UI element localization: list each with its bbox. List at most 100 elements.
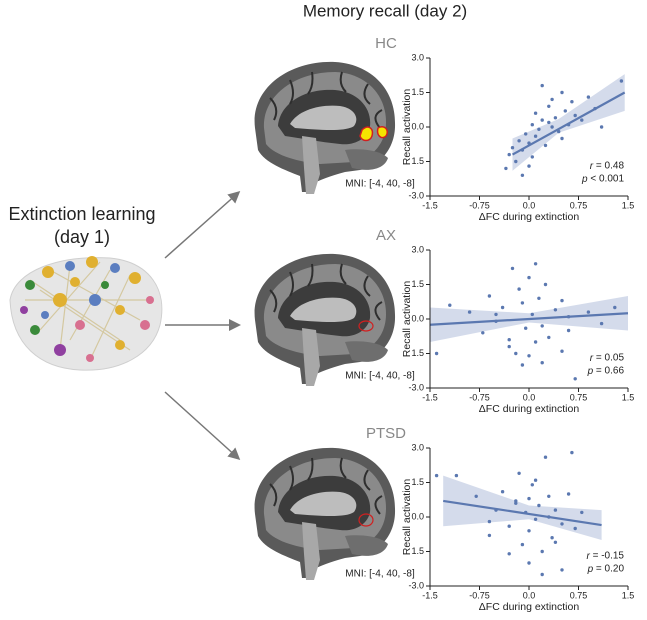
data-point <box>530 123 534 127</box>
data-point <box>550 536 554 540</box>
data-point <box>566 492 571 496</box>
data-point <box>553 116 558 120</box>
data-point <box>540 572 544 577</box>
x-axis-label: ΔFC during extinction <box>479 403 580 415</box>
data-point <box>599 321 604 326</box>
stat-annotation: r = -0.15 <box>586 551 624 562</box>
data-point <box>517 471 521 475</box>
x-axis-label: ΔFC during extinction <box>479 601 580 613</box>
data-point <box>613 305 617 310</box>
data-point <box>510 146 515 150</box>
data-point <box>530 483 534 487</box>
mni-label: MNI: [-4, 40, -8] <box>345 179 415 190</box>
fit-line <box>443 499 602 527</box>
data-point <box>527 561 531 565</box>
x-tick-label: -1.5 <box>422 200 438 210</box>
y-tick-label: 1.5 <box>411 477 424 487</box>
brain-image <box>253 446 397 581</box>
data-point <box>540 83 544 88</box>
stat-annotation: p = 0.20 <box>587 564 625 575</box>
data-point <box>553 540 558 544</box>
y-tick-label: 3.0 <box>411 52 424 62</box>
network-image <box>9 256 163 371</box>
data-point <box>580 118 584 122</box>
data-point <box>533 478 538 482</box>
y-tick-label: 3.0 <box>411 442 424 452</box>
data-point <box>563 109 567 113</box>
data-point <box>540 118 544 122</box>
y-tick-label: -3.0 <box>408 190 424 200</box>
data-point <box>507 338 511 342</box>
data-point <box>560 90 564 95</box>
data-point <box>540 549 544 554</box>
data-point <box>537 127 541 131</box>
data-point <box>570 450 574 455</box>
data-point <box>566 328 571 333</box>
x-tick-label: 0.75 <box>570 200 588 210</box>
y-axis-label: Recall activation <box>401 89 413 166</box>
page-title: Memory recall (day 2) <box>303 1 467 20</box>
x-tick-label: -1.5 <box>422 392 438 402</box>
x-tick-label: -0.75 <box>469 392 490 402</box>
data-point <box>573 377 577 381</box>
data-point <box>454 473 459 478</box>
data-point <box>599 125 604 129</box>
brain-image <box>253 252 397 387</box>
data-point <box>543 143 548 148</box>
data-point <box>507 524 511 528</box>
data-point <box>507 552 511 556</box>
data-point <box>573 113 577 118</box>
data-point <box>487 519 492 524</box>
y-tick-label: 1.5 <box>411 156 424 166</box>
data-point <box>500 305 505 310</box>
x-tick-label: 0.75 <box>570 590 588 600</box>
left-label: Extinction learning <box>8 204 155 224</box>
data-point <box>543 455 548 459</box>
arrows <box>164 191 241 461</box>
y-tick-label: 1.5 <box>411 348 424 358</box>
data-point <box>474 494 478 498</box>
stat-annotation: p = 0.66 <box>587 366 625 377</box>
data-point <box>553 508 558 512</box>
stat-annotation: r = 0.48 <box>590 161 625 172</box>
data-point <box>514 351 518 356</box>
data-point <box>570 100 574 104</box>
x-tick-label: -1.5 <box>422 590 438 600</box>
data-point <box>434 473 439 478</box>
data-point <box>510 266 515 271</box>
data-point <box>560 349 564 353</box>
data-point <box>540 361 544 365</box>
data-point <box>540 324 544 328</box>
y-tick-label: 0.0 <box>411 313 424 323</box>
y-tick-label: 0.0 <box>411 511 424 521</box>
y-tick-label: -3.0 <box>408 580 424 590</box>
data-point <box>448 303 452 307</box>
x-tick-label: -0.75 <box>469 200 490 210</box>
x-tick-label: 0.0 <box>523 590 536 600</box>
data-point <box>520 301 525 305</box>
y-tick-label: 1.5 <box>411 279 424 289</box>
y-tick-label: 1.5 <box>411 546 424 556</box>
data-point <box>530 155 534 159</box>
data-point <box>580 510 584 515</box>
data-point <box>530 312 534 317</box>
y-tick-label: 0.0 <box>411 121 424 131</box>
y-tick-label: 3.0 <box>411 244 424 254</box>
x-tick-label: 0.75 <box>570 392 588 402</box>
x-tick-label: 0.0 <box>523 392 536 402</box>
confidence-band <box>443 475 602 540</box>
data-point <box>507 344 511 349</box>
data-point <box>487 294 492 298</box>
data-point <box>527 164 531 168</box>
data-point <box>543 282 548 287</box>
data-point <box>533 517 538 521</box>
x-tick-label: 1.5 <box>622 392 635 402</box>
fit-line <box>429 312 629 326</box>
brain-image <box>253 60 397 195</box>
data-point <box>520 363 525 367</box>
data-point <box>533 340 538 344</box>
x-tick-label: 1.5 <box>622 590 635 600</box>
data-point <box>520 542 525 547</box>
x-tick-label: 0.0 <box>523 200 536 210</box>
